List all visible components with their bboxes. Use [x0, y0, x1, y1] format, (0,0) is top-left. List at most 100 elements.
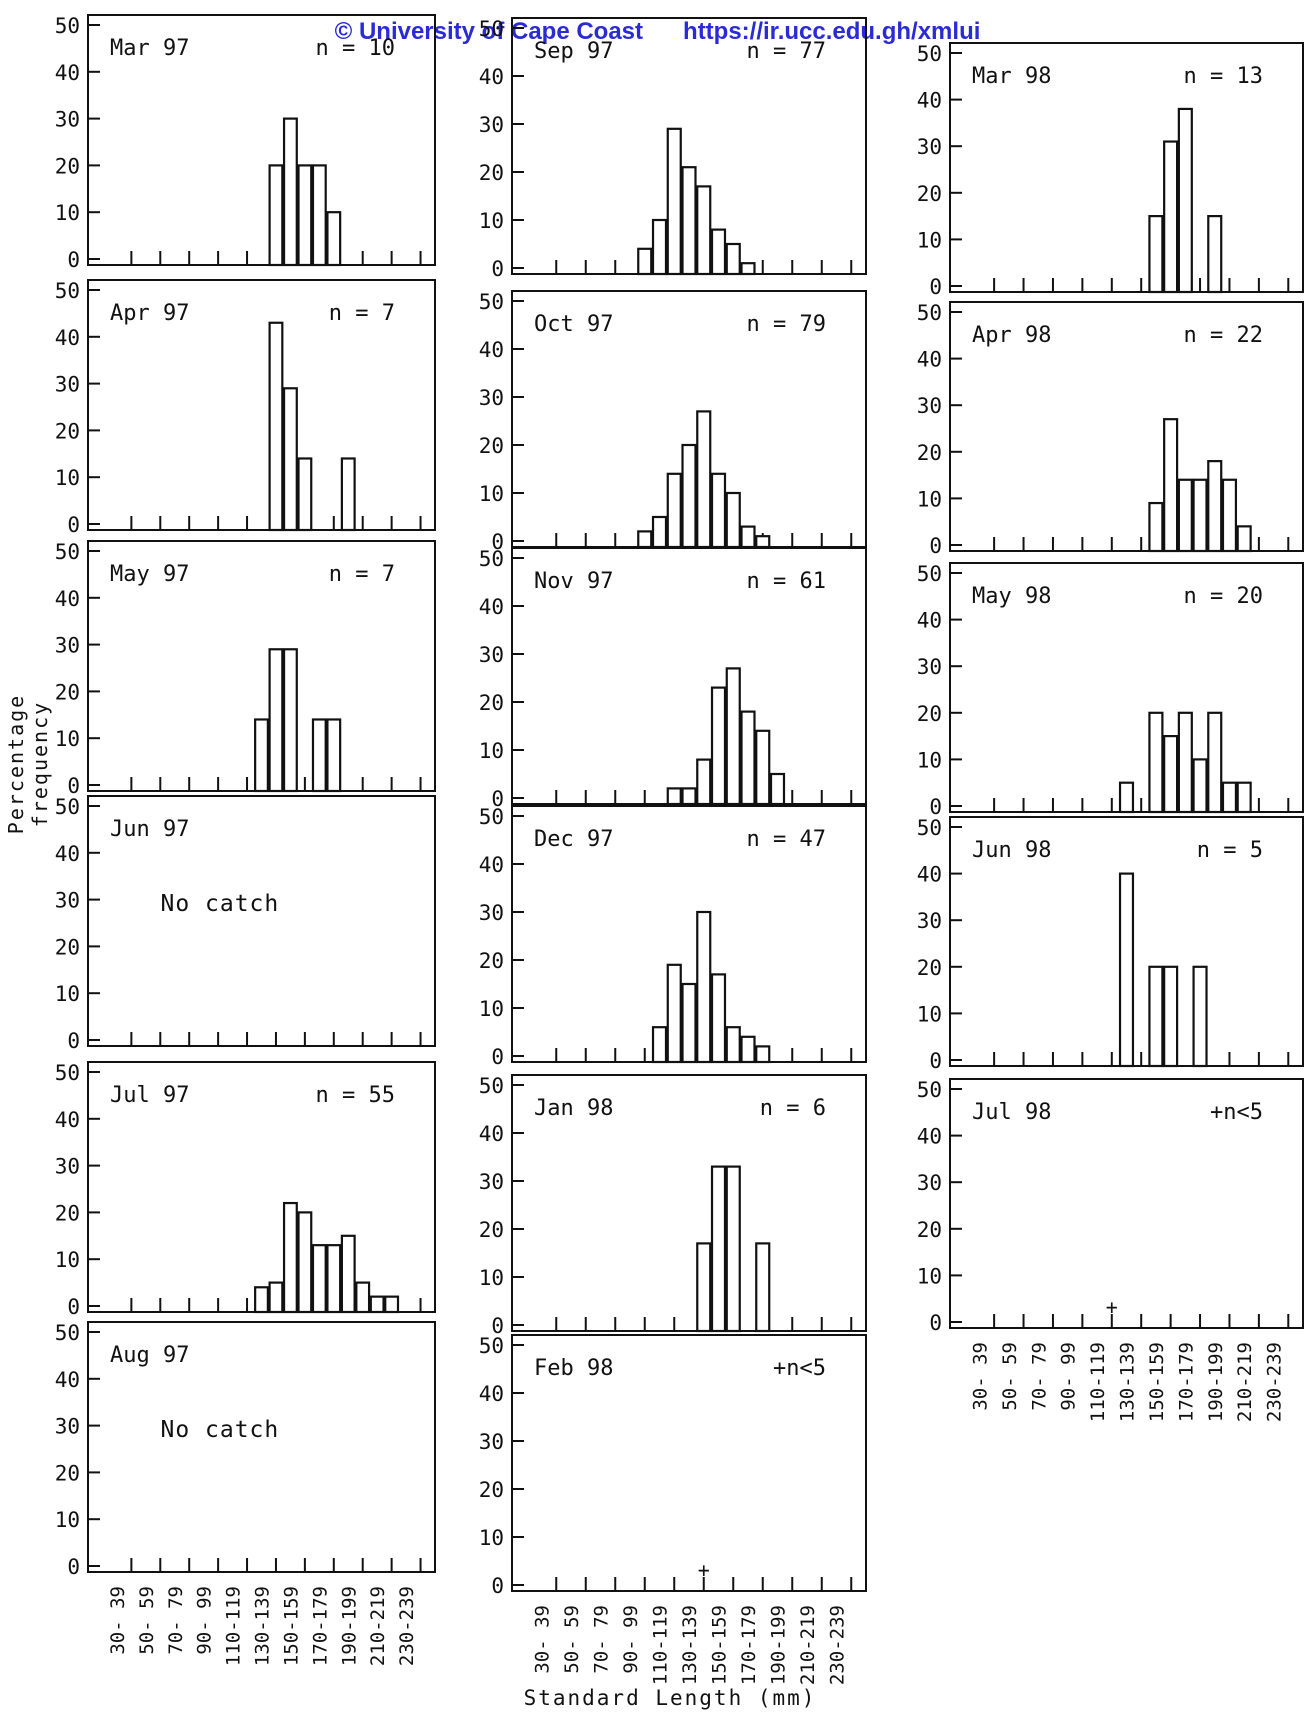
- histogram-bar: [1177, 711, 1193, 814]
- histogram-bar: [651, 218, 668, 276]
- y-tick-label: 30: [917, 909, 942, 933]
- histogram-panel: 0 10 20 30 40 50 Mar 98 n = 13: [917, 42, 1304, 299]
- histogram-bar: [1192, 478, 1208, 553]
- x-tick-label: 210-219: [367, 1586, 389, 1666]
- y-tick-label: 20: [479, 1478, 504, 1502]
- x-tick-label: 30- 39: [532, 1605, 554, 1674]
- y-tick-label: 20: [479, 434, 504, 458]
- histogram-bar: [326, 211, 342, 267]
- histogram-panel: 0 10 20 30 40 50 Apr 97 n = 7: [55, 279, 436, 537]
- panel-title: Jul 97: [110, 1083, 189, 1108]
- y-tick-label: 40: [479, 1382, 504, 1406]
- y-tick-label: 10: [917, 748, 942, 772]
- panel-frame: [87, 795, 436, 1047]
- y-tick-label: 30: [917, 135, 942, 159]
- y-tick-label: 0: [929, 1049, 942, 1073]
- histogram-bar: [282, 1201, 298, 1314]
- y-tick-label: 10: [917, 1264, 942, 1288]
- histogram-bar: [1177, 478, 1193, 553]
- y-tick-label: 0: [491, 530, 504, 554]
- plus-marker: +: [1106, 1295, 1118, 1319]
- x-tick-label: 110-119: [223, 1586, 245, 1666]
- histogram-panel: 0 10 20 30 40 50 Jul 97 n = 55: [55, 1061, 436, 1319]
- y-tick-label: 10: [55, 466, 80, 490]
- x-tick-label: 30- 39: [107, 1586, 129, 1655]
- histogram-bar: [1163, 734, 1179, 814]
- x-tick-label: 130-139: [252, 1586, 274, 1666]
- sample-size-label: +n<5: [773, 1356, 826, 1381]
- y-tick-label: 20: [479, 1218, 504, 1242]
- y-tick-label: 40: [55, 326, 80, 350]
- y-tick-label: 30: [479, 1430, 504, 1454]
- panel-frame: [511, 1334, 867, 1592]
- histogram-bar: [311, 164, 327, 267]
- histogram-bar: [755, 535, 771, 549]
- y-tick-label: 50: [55, 14, 80, 38]
- histogram-bar: [681, 443, 697, 549]
- histogram-bar: [666, 787, 682, 806]
- y-tick-label: 30: [479, 1170, 504, 1194]
- y-tick-label: 0: [491, 1314, 504, 1338]
- histogram-bar: [740, 525, 756, 549]
- histogram-bar: [355, 1281, 371, 1314]
- y-tick-label: 40: [917, 89, 942, 113]
- histogram-panel: 0 10 20 30 40 50 Dec 97 n = 47: [479, 805, 867, 1069]
- x-tick-label: 130-139: [1117, 1342, 1139, 1422]
- panel-frame: [87, 14, 436, 266]
- y-tick-label: 20: [917, 182, 942, 206]
- panel-title: May 97: [110, 562, 189, 587]
- histogram-bar: [710, 1165, 727, 1333]
- panel-title: Dec 97: [534, 827, 613, 852]
- histogram-bar: [1221, 781, 1238, 814]
- y-tick-label: 20: [917, 702, 942, 726]
- histogram-panel: 0 10 20 30 40 50 Feb 98 +n<5 +30- 39 50- 59 70- 79…: [479, 1334, 867, 1685]
- y-tick-label: 0: [491, 787, 504, 811]
- histogram-bar: [268, 1281, 284, 1314]
- x-tick-label: 190-199: [768, 1605, 790, 1685]
- y-tick-label: 30: [55, 1155, 80, 1179]
- y-tick-label: 40: [917, 609, 942, 633]
- y-tick-label: 40: [55, 587, 80, 611]
- histogram-bar: [340, 1234, 356, 1314]
- y-tick-label: 10: [55, 727, 80, 751]
- y-tick-label: 50: [55, 795, 80, 819]
- y-tick-label: 30: [479, 113, 504, 137]
- y-tick-label: 40: [55, 61, 80, 85]
- y-tick-label: 0: [491, 257, 504, 281]
- histogram-bar: [1192, 965, 1208, 1068]
- x-tick-label: 70- 79: [1028, 1342, 1050, 1411]
- x-tick-label: 210-219: [1234, 1342, 1256, 1422]
- histogram-bar: [755, 1242, 771, 1333]
- y-tick-label: 10: [479, 482, 504, 506]
- y-tick-label: 10: [479, 997, 504, 1021]
- no-catch-note: No catch: [160, 1417, 279, 1443]
- x-tick-label: 130-139: [679, 1605, 701, 1685]
- y-tick-label: 50: [55, 1321, 80, 1345]
- panel-title: Aug 97: [110, 1343, 189, 1368]
- histogram-bar: [681, 982, 697, 1064]
- histogram-bar: [710, 973, 727, 1064]
- histogram-bar: [755, 1045, 771, 1064]
- y-tick-label: 10: [55, 982, 80, 1006]
- histogram-panel: 0 10 20 30 40 50 Apr 98 n = 22: [917, 301, 1304, 558]
- y-tick-label: 10: [479, 1266, 504, 1290]
- x-tick-label: 110-119: [1087, 1342, 1109, 1422]
- y-tick-label: 20: [55, 1461, 80, 1485]
- histogram-bar: [1148, 501, 1164, 553]
- sample-size-label: n = 47: [747, 827, 826, 852]
- histogram-panel: 0 10 20 30 40 50 Oct 97 n = 79: [479, 290, 867, 554]
- y-tick-label: 0: [67, 248, 80, 272]
- panel-title: Sep 97: [534, 39, 613, 64]
- histogram-bar: [268, 164, 284, 267]
- histogram-bar: [710, 228, 727, 276]
- histogram-bar: [311, 1244, 327, 1314]
- panel-title: Apr 98: [972, 323, 1051, 348]
- sample-size-label: n = 79: [747, 312, 826, 337]
- histogram-bar: [1221, 478, 1238, 553]
- y-tick-label: 50: [917, 816, 942, 840]
- histogram-panel: 0 10 20 30 40 50 Mar 97 n = 10: [55, 14, 436, 272]
- histogram-bar: [1236, 781, 1252, 814]
- y-tick-label: 50: [479, 805, 504, 829]
- x-tick-label: 50- 59: [561, 1605, 583, 1674]
